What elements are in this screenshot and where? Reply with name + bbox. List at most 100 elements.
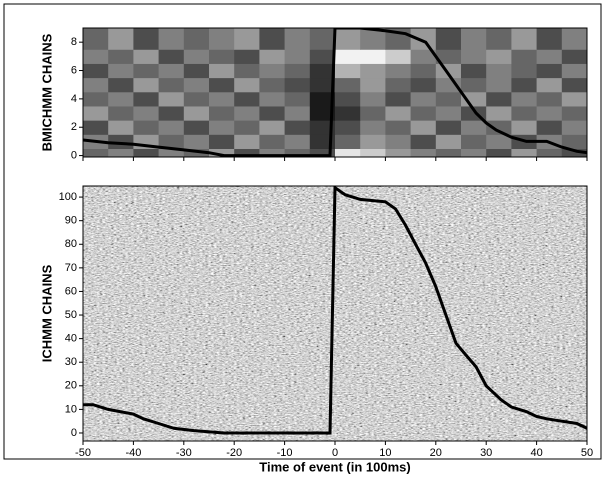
heat-cell (158, 63, 185, 79)
y-tick-label: 100 (59, 191, 77, 203)
heat-cell (385, 63, 412, 79)
heat-cell (158, 91, 185, 107)
heat-cell (410, 28, 437, 50)
heat-cell (461, 49, 487, 64)
heat-cell (234, 77, 260, 93)
heat-cell (385, 134, 412, 149)
heat-cell (486, 105, 512, 121)
y-tick-label: 70 (65, 262, 77, 274)
heat-cell (108, 63, 134, 79)
heat-cell (284, 134, 311, 149)
heat-cell (209, 120, 235, 135)
y-tick-label: 10 (65, 403, 77, 415)
heat-cell (234, 120, 260, 135)
heat-cell (335, 77, 361, 93)
heat-cell (284, 49, 311, 64)
y-tick-label: 80 (65, 238, 77, 250)
y-tick-label: 8 (71, 36, 77, 48)
heat-cell (133, 148, 160, 157)
heat-cell (158, 77, 185, 93)
plot-area (83, 186, 587, 441)
heat-cell (234, 28, 260, 50)
heat-cell (335, 28, 361, 50)
x-tick-label: -30 (176, 447, 192, 459)
heat-cell (209, 91, 235, 107)
heat-cell (108, 120, 134, 135)
heat-cell (335, 120, 361, 135)
heat-cell (486, 120, 512, 135)
heat-cell (335, 105, 361, 121)
heat-cell (536, 148, 563, 157)
heat-cell (259, 63, 286, 79)
heat-cell (461, 148, 487, 157)
heat-cell (385, 49, 412, 64)
heat-cell (209, 77, 235, 93)
heat-cell (158, 28, 185, 50)
heat-cell (536, 63, 563, 79)
heat-cell (536, 120, 563, 135)
heat-cell (284, 148, 311, 157)
heat-cell (108, 28, 134, 50)
heat-cell (435, 49, 462, 64)
heat-cell (183, 120, 210, 135)
heat-cell (133, 28, 160, 50)
y-tick-label: 60 (65, 285, 77, 297)
heat-cell (83, 148, 109, 157)
heat-cell (511, 148, 538, 157)
x-tick-label: -10 (277, 447, 293, 459)
heat-cell (234, 148, 260, 157)
heat-cell (234, 134, 260, 149)
heat-cell (309, 28, 336, 50)
heat-cell (461, 120, 487, 135)
x-tick-label: 40 (530, 447, 542, 459)
heat-cell (561, 28, 587, 50)
y-tick-label: 0 (71, 149, 77, 161)
x-tick-label: -40 (125, 447, 141, 459)
y-tick-label: 40 (65, 333, 77, 345)
heat-cell (385, 148, 412, 157)
heat-cell (360, 148, 386, 157)
heat-cell (385, 91, 412, 107)
heat-cell (561, 77, 587, 93)
heat-cell (360, 120, 386, 135)
heat-cell (435, 91, 462, 107)
heat-cell (360, 49, 386, 64)
x-tick-label: 0 (332, 447, 338, 459)
heat-cell (410, 105, 437, 121)
heat-cell (259, 91, 286, 107)
heat-cell (209, 49, 235, 64)
y-tick-label: 50 (65, 309, 77, 321)
heat-cell (259, 148, 286, 157)
heat-cell (259, 134, 286, 149)
heat-cell (209, 148, 235, 157)
heat-cell (536, 105, 563, 121)
x-tick-label: 20 (430, 447, 442, 459)
heat-cell (486, 28, 512, 50)
heat-cell (461, 28, 487, 50)
heat-cell (259, 120, 286, 135)
heat-cell (360, 77, 386, 93)
heat-cell (158, 49, 185, 64)
heat-cell (561, 120, 587, 135)
y-tick-label: 90 (65, 215, 77, 227)
heat-cell (83, 120, 109, 135)
heat-cell (461, 77, 487, 93)
heat-cell (108, 49, 134, 64)
heat-cell (486, 91, 512, 107)
heat-cell (385, 105, 412, 121)
heat-cell (360, 28, 386, 50)
heat-cell (133, 120, 160, 135)
heat-cell (284, 120, 311, 135)
heat-cell (435, 134, 462, 149)
y-tick-label: 2 (71, 121, 77, 133)
heat-cell (209, 134, 235, 149)
heat-cell (360, 134, 386, 149)
heat-cell (133, 49, 160, 64)
heat-cell (536, 28, 563, 50)
heat-cell (234, 105, 260, 121)
heat-cell (486, 49, 512, 64)
heat-cell (385, 120, 412, 135)
heat-cell (209, 28, 235, 50)
heat-cell (83, 91, 109, 107)
frame (3, 3, 602, 460)
